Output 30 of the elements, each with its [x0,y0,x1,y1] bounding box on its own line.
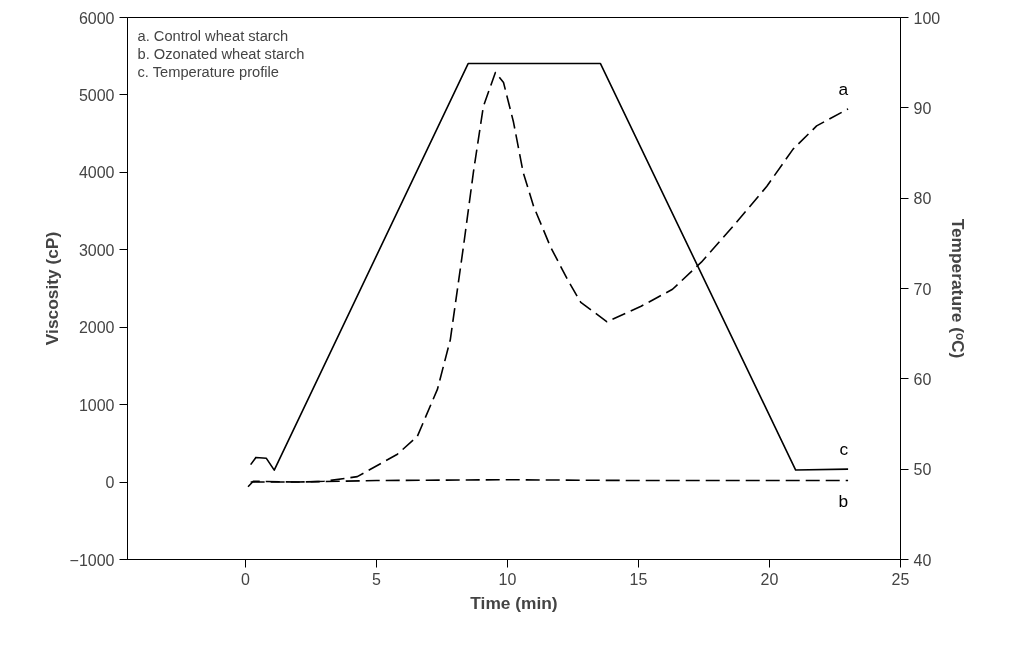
annotation: c. Temperature profile [137,63,279,80]
y2-tick-label: 70 [913,280,932,298]
y-tick-label: 2000 [78,319,115,337]
y2-tick-label: 60 [913,370,932,388]
x-tick-label: 25 [891,570,910,588]
y-tick-label: 1000 [78,396,115,414]
annotation: b. Ozonated wheat starch [137,45,305,62]
x-tick-label: 0 [240,570,250,588]
y-tick-label: 4000 [78,164,115,182]
y2-tick-label: 90 [913,99,932,117]
y-tick-label: −1000 [69,551,115,569]
y2-tick-label: 50 [913,461,932,479]
x-tick-label: 5 [371,570,381,588]
x-tick-label: 10 [498,570,517,588]
x-tick-label: 15 [629,570,648,588]
y-axis-title: Viscosity (cP) [41,231,62,346]
series-label: c [839,439,849,460]
y2-axis-title: Temperature (ᵒC) [948,218,969,359]
y-tick-label: 0 [105,474,115,492]
y2-tick-label: 40 [913,551,932,569]
series-label: a [838,78,849,99]
y-tick-label: 3000 [78,241,115,259]
series-label: b [838,490,849,511]
y-tick-label: 6000 [78,9,115,27]
x-tick-label: 20 [760,570,779,588]
annotation: a. Control wheat starch [137,27,289,44]
y2-tick-label: 80 [913,190,932,208]
x-axis-title: Time (min) [470,592,558,613]
y-tick-label: 5000 [78,86,115,104]
y2-tick-label: 100 [913,9,941,27]
